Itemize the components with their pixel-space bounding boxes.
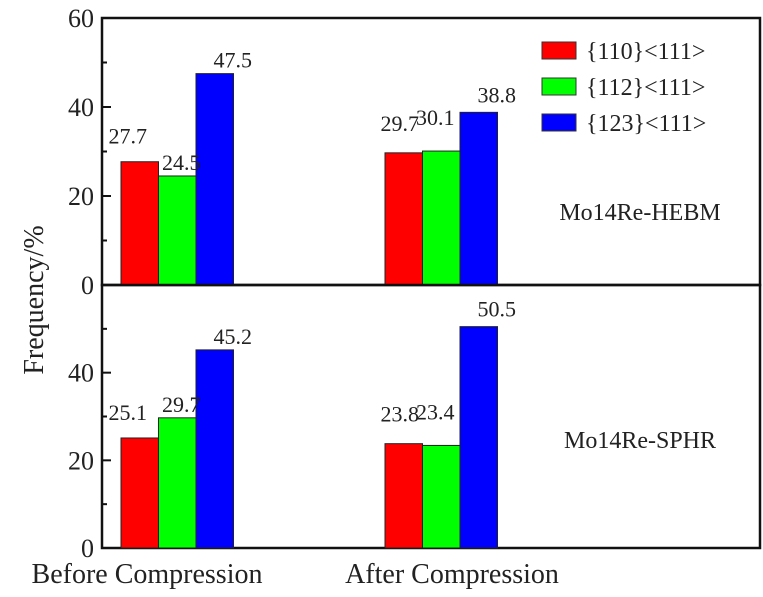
bar bbox=[120, 161, 159, 286]
panel-label: Mo14Re-HEBM bbox=[559, 200, 720, 226]
legend-swatch bbox=[541, 77, 577, 96]
y-tick-label: 0 bbox=[81, 271, 94, 300]
y-axis-label: Frequency/% bbox=[19, 225, 50, 374]
bar bbox=[158, 175, 197, 286]
data-label: 27.7 bbox=[109, 124, 148, 149]
legend-swatch bbox=[541, 113, 577, 132]
bar bbox=[384, 443, 423, 549]
panel-0: 0 20 40 60 27.7 29.7 24.5 30.1 47.5 38.8 Mo14Re-HE… bbox=[68, 4, 762, 300]
data-label: 29.7 bbox=[381, 111, 420, 136]
bar bbox=[459, 326, 498, 549]
bar bbox=[422, 444, 461, 549]
y-tick-label: 0 bbox=[81, 534, 94, 563]
y-tick-label: 20 bbox=[68, 446, 94, 475]
legend-label: {112}<111> bbox=[586, 75, 705, 101]
data-label: 25.1 bbox=[109, 400, 148, 425]
bar bbox=[195, 73, 234, 286]
legend: {110}<111> {112}<111> {123}<111> bbox=[541, 39, 706, 137]
bar bbox=[422, 150, 461, 286]
category-label-before: Before Compression bbox=[32, 559, 263, 590]
y-tick-label: 40 bbox=[68, 359, 94, 388]
bar bbox=[384, 152, 423, 286]
y-tick-label: 40 bbox=[68, 93, 94, 122]
data-label: 23.8 bbox=[381, 402, 420, 427]
data-label: 30.1 bbox=[416, 105, 455, 130]
data-label: 23.4 bbox=[416, 399, 455, 424]
bar bbox=[459, 111, 498, 286]
legend-swatch bbox=[541, 41, 577, 60]
data-label: 24.5 bbox=[162, 150, 201, 175]
data-label: 45.2 bbox=[214, 324, 253, 349]
y-tick-label: 60 bbox=[68, 4, 94, 33]
data-label: 29.7 bbox=[162, 392, 201, 417]
data-label: 47.5 bbox=[214, 48, 253, 73]
y-tick-label: 20 bbox=[68, 182, 94, 211]
panel-label: Mo14Re-SPHR bbox=[564, 428, 716, 454]
category-label-after: After Compression bbox=[345, 559, 559, 590]
legend-label: {110}<111> bbox=[586, 39, 705, 65]
data-label: 50.5 bbox=[478, 297, 517, 322]
legend-label: {123}<111> bbox=[586, 111, 706, 137]
bar bbox=[195, 349, 234, 549]
bar bbox=[158, 417, 197, 549]
bar bbox=[120, 437, 159, 549]
data-label: 38.8 bbox=[478, 82, 517, 107]
panel-1: 0 20 40 25.1 23.8 29.7 23.4 45.2 50.5 Mo14Re-SPHR bbox=[68, 283, 762, 563]
